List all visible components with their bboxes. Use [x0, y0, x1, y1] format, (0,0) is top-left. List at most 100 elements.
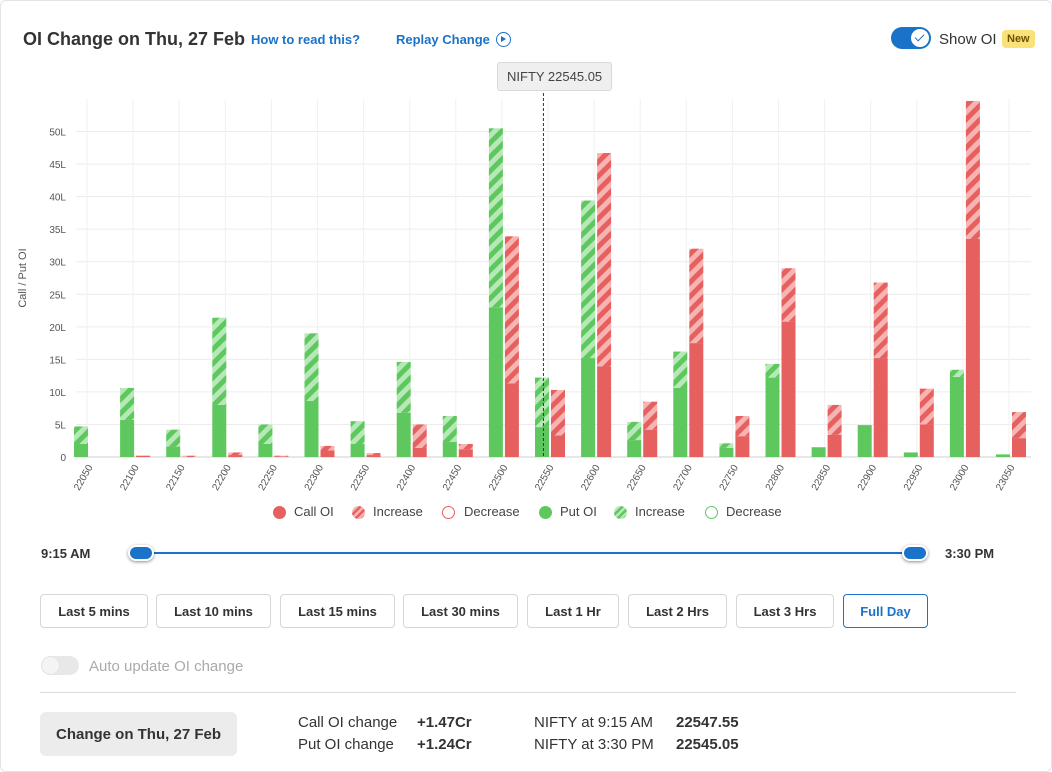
new-badge: New	[1002, 30, 1035, 48]
put-oi-bar	[258, 443, 273, 457]
call-increase-bar	[228, 452, 243, 456]
timeframe-last-10-mins[interactable]: Last 10 mins	[156, 594, 271, 628]
replay-change-button[interactable]: Replay Change	[396, 32, 511, 47]
call-increase-bar	[182, 455, 197, 457]
put-increase-bar	[673, 351, 688, 389]
call-increase-bar	[597, 153, 612, 367]
nifty-close-value: 22545.05	[676, 736, 739, 753]
x-tick-label: 22150	[164, 463, 188, 493]
call-increase-bar	[735, 415, 750, 437]
call-oi-bar	[136, 455, 151, 457]
put-increase-bar	[258, 424, 273, 444]
y-tick-label: 30L	[49, 258, 66, 269]
put-oi-bar	[74, 443, 88, 457]
put-increase-bar	[581, 200, 596, 359]
legend-swatch-put-oi	[539, 506, 552, 519]
replay-change-label: Replay Change	[396, 32, 490, 47]
x-tick-label: 22250	[257, 463, 281, 493]
call-increase-bar	[274, 455, 289, 457]
put-oi-bar	[396, 412, 411, 457]
call-oi-bar	[458, 449, 473, 457]
y-axis-label: Call / Put OI	[17, 248, 29, 307]
legend-put-decrease: Decrease	[726, 504, 782, 519]
put-oi-bar	[949, 376, 964, 457]
x-tick-label: 22850	[810, 463, 834, 493]
show-oi-toggle[interactable]	[891, 27, 931, 49]
call-oi-bar	[366, 455, 381, 457]
call-oi-change-label: Call OI change	[298, 714, 398, 731]
call-increase-bar	[781, 268, 796, 322]
y-tick-label: 40L	[49, 193, 66, 204]
call-increase-bar	[643, 401, 658, 430]
put-increase-bar	[304, 333, 319, 402]
legend-put-oi: Put OI	[560, 504, 597, 519]
put-increase-bar	[949, 369, 964, 377]
y-tick-label: 10L	[49, 388, 66, 399]
timeframe-last-15-mins[interactable]: Last 15 mins	[280, 594, 395, 628]
chart-legend: Call OI Increase Decrease Put OI Increas…	[1, 504, 1052, 524]
y-tick-label: 20L	[49, 323, 66, 334]
put-increase-bar	[350, 421, 365, 444]
legend-swatch-put-increase	[614, 506, 627, 519]
put-oi-bar	[535, 427, 549, 457]
put-oi-bar	[120, 419, 135, 457]
y-tick-label: 45L	[49, 160, 66, 171]
page-title: OI Change on Thu, 27 Feb	[23, 29, 246, 49]
put-oi-bar	[673, 388, 688, 457]
nifty-open-value: 22547.55	[676, 714, 739, 731]
call-oi-bar	[412, 447, 427, 457]
how-to-read-link[interactable]: How to read this?	[251, 32, 361, 47]
change-date-button[interactable]: Change on Thu, 27 Feb	[40, 712, 237, 756]
timeframe-last-3-hrs[interactable]: Last 3 Hrs	[736, 594, 834, 628]
y-tick-label: 50L	[49, 128, 66, 139]
call-oi-bar	[873, 358, 888, 457]
call-oi-bar	[781, 321, 796, 457]
call-increase-bar	[965, 100, 980, 239]
auto-update-label: Auto update OI change	[89, 658, 244, 675]
spot-price-tooltip: NIFTY 22545.05	[497, 62, 613, 91]
call-increase-bar	[458, 443, 473, 450]
legend-swatch-call-oi	[273, 506, 286, 519]
slider-end-time: 3:30 PM	[945, 546, 995, 561]
x-tick-label: 22450	[441, 463, 465, 493]
call-oi-bar	[597, 366, 612, 457]
slider-end-handle[interactable]	[902, 545, 928, 561]
put-oi-change-label: Put OI change	[298, 736, 394, 753]
put-increase-bar	[627, 421, 642, 441]
x-tick-label: 22100	[118, 463, 142, 493]
y-tick-label: 5L	[55, 420, 67, 431]
x-tick-label: 22400	[395, 463, 419, 493]
put-increase-bar	[535, 377, 549, 428]
check-icon	[911, 29, 929, 47]
put-increase-bar	[719, 443, 734, 448]
timeframe-last-1-hr[interactable]: Last 1 Hr	[527, 594, 619, 628]
legend-swatch-put-decrease	[705, 506, 718, 519]
slider-start-handle[interactable]	[128, 545, 154, 561]
call-increase-bar	[873, 282, 888, 359]
put-increase-bar	[765, 363, 780, 378]
put-oi-bar	[765, 377, 780, 457]
legend-put-increase: Increase	[635, 504, 685, 519]
put-oi-change-value: +1.24Cr	[417, 736, 472, 753]
put-oi-bar	[811, 447, 826, 457]
time-range-slider-track[interactable]	[141, 552, 915, 554]
timeframe-last-2-hrs[interactable]: Last 2 Hrs	[628, 594, 727, 628]
timeframe-last-5-mins[interactable]: Last 5 mins	[40, 594, 148, 628]
put-oi-bar	[581, 358, 596, 457]
x-tick-label: 22950	[902, 463, 926, 493]
call-oi-bar	[551, 435, 565, 457]
nifty-open-label: NIFTY at 9:15 AM	[534, 714, 653, 731]
put-oi-bar	[857, 425, 872, 457]
timeframe-full-day[interactable]: Full Day	[843, 594, 928, 628]
put-oi-bar	[166, 446, 181, 457]
timeframe-last-30-mins[interactable]: Last 30 mins	[403, 594, 518, 628]
x-tick-label: 23050	[994, 463, 1018, 493]
auto-update-toggle[interactable]	[41, 656, 79, 675]
x-tick-label: 22500	[487, 463, 511, 493]
x-tick-label: 22050	[72, 463, 96, 493]
call-oi-bar	[643, 429, 658, 457]
put-increase-bar	[74, 426, 88, 444]
call-oi-bar	[965, 238, 980, 457]
call-increase-bar	[320, 445, 335, 451]
